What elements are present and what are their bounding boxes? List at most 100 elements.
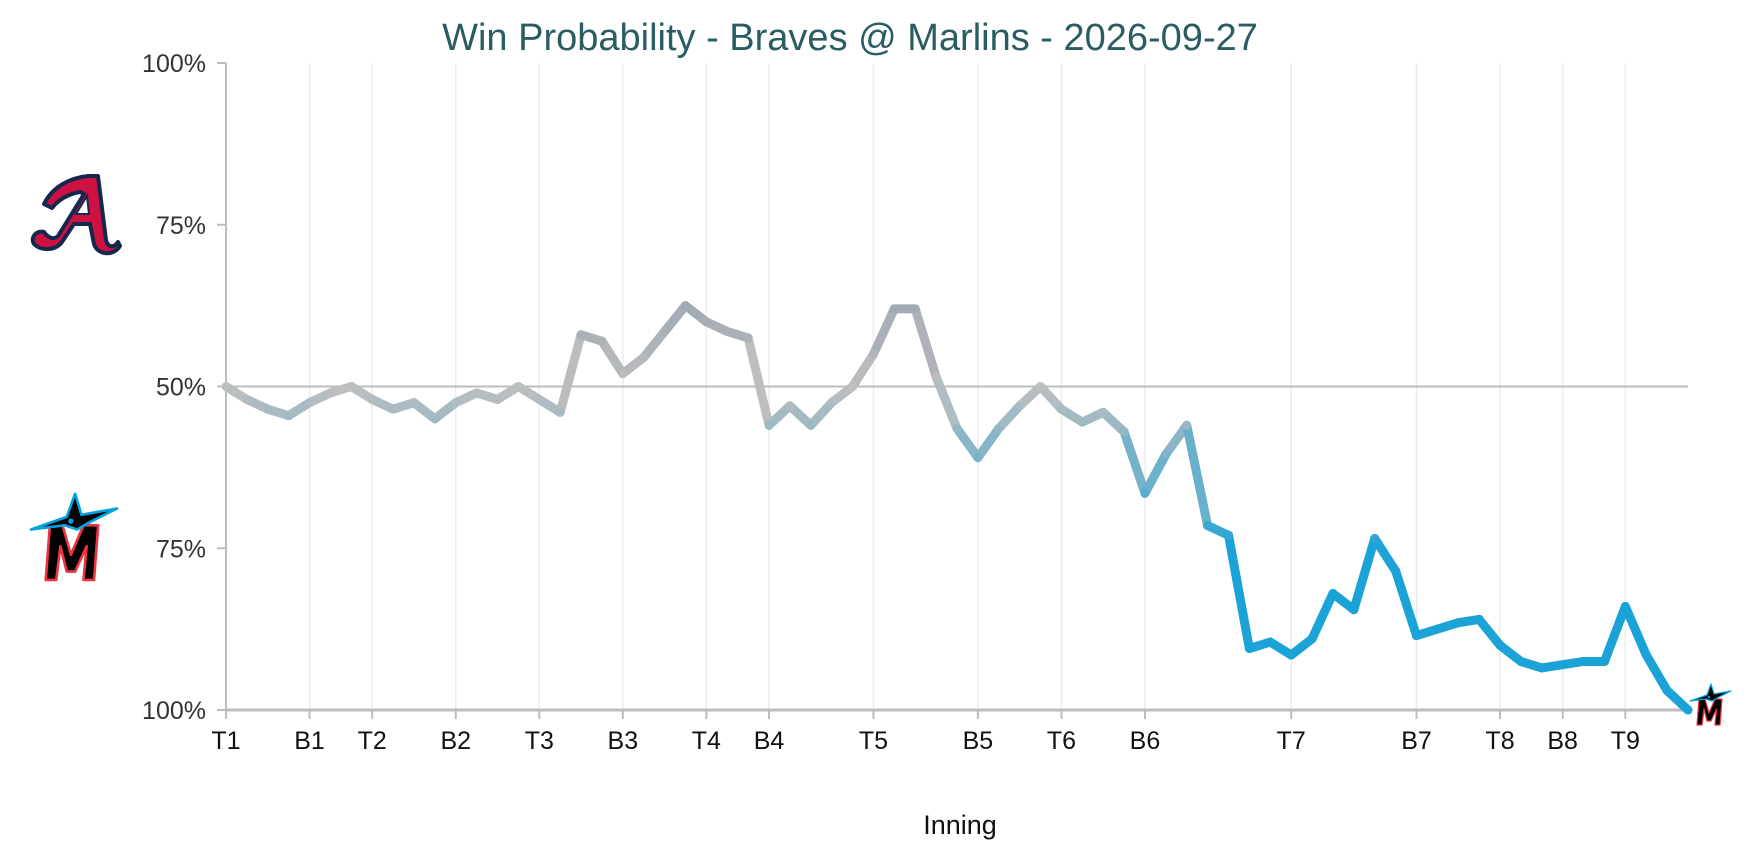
line-segment-34 bbox=[931, 372, 962, 434]
line-segment-46 bbox=[1182, 420, 1213, 531]
line-segment-27 bbox=[785, 401, 816, 430]
braves-logo-icon bbox=[30, 174, 122, 256]
data-point-35 bbox=[952, 424, 962, 434]
x-tick-label-t5: T5 bbox=[859, 727, 888, 755]
y-tick-label: 75% bbox=[156, 212, 206, 240]
data-point-40 bbox=[1056, 404, 1066, 414]
y-tick-label: 100% bbox=[142, 697, 206, 725]
line-segment-18 bbox=[597, 336, 628, 379]
data-point-22 bbox=[680, 301, 690, 311]
x-tick-label-b3: B3 bbox=[608, 727, 639, 755]
data-point-67 bbox=[1620, 601, 1630, 611]
line-segment-56 bbox=[1391, 566, 1421, 641]
data-point-43 bbox=[1119, 427, 1129, 437]
data-point-9 bbox=[409, 398, 419, 408]
data-point-66 bbox=[1599, 656, 1609, 666]
line-segment-35 bbox=[952, 424, 983, 463]
data-point-45 bbox=[1161, 449, 1171, 459]
data-point-2 bbox=[263, 404, 273, 414]
line-segment-31 bbox=[868, 304, 899, 359]
x-tick-label-t7: T7 bbox=[1277, 727, 1306, 755]
line-segment-25 bbox=[743, 333, 774, 430]
data-point-37 bbox=[994, 424, 1004, 434]
x-tick-label-b8: B8 bbox=[1547, 727, 1578, 755]
data-point-19 bbox=[618, 369, 628, 379]
data-point-55 bbox=[1370, 534, 1380, 544]
data-point-54 bbox=[1349, 605, 1359, 615]
data-point-58 bbox=[1432, 624, 1442, 634]
x-tick-label-t3: T3 bbox=[525, 727, 554, 755]
data-point-25 bbox=[743, 333, 753, 343]
line-segment-66 bbox=[1599, 601, 1630, 666]
line-segment-55 bbox=[1370, 534, 1401, 576]
data-point-60 bbox=[1474, 614, 1484, 624]
x-tick-label-t2: T2 bbox=[358, 727, 387, 755]
line-segment-60 bbox=[1474, 614, 1505, 650]
data-point-16 bbox=[555, 407, 565, 417]
data-point-30 bbox=[848, 382, 858, 391]
x-tick-label-b5: B5 bbox=[963, 727, 994, 755]
data-point-50 bbox=[1265, 637, 1275, 647]
data-point-49 bbox=[1244, 644, 1254, 654]
y-tick-label: 50% bbox=[156, 374, 206, 402]
data-point-7 bbox=[367, 394, 377, 404]
y-axis-ticks: 100% 75% 50% 75% 100% bbox=[142, 50, 226, 725]
line-segment-43 bbox=[1119, 427, 1150, 498]
line-segment-68 bbox=[1641, 650, 1672, 696]
y-tick-label: 100% bbox=[142, 50, 206, 78]
data-point-57 bbox=[1411, 631, 1421, 641]
x-tick-label-b6: B6 bbox=[1130, 727, 1161, 755]
data-point-53 bbox=[1328, 589, 1338, 599]
y-tick-label: 75% bbox=[156, 535, 206, 563]
data-point-10 bbox=[430, 414, 440, 424]
data-point-12 bbox=[472, 388, 482, 398]
line-segment-20 bbox=[639, 327, 670, 362]
data-point-13 bbox=[493, 394, 503, 404]
line-segment-30 bbox=[848, 349, 878, 391]
data-point-36 bbox=[973, 453, 983, 463]
data-point-46 bbox=[1182, 420, 1192, 430]
line-segment-26 bbox=[764, 401, 795, 430]
x-tick-label-t1: T1 bbox=[211, 727, 240, 755]
line-segment-44 bbox=[1140, 449, 1171, 498]
data-point-62 bbox=[1516, 656, 1526, 666]
marlins-end-logo-icon bbox=[1689, 683, 1732, 726]
data-point-26 bbox=[764, 420, 774, 430]
data-point-15 bbox=[534, 394, 544, 404]
data-point-48 bbox=[1224, 530, 1234, 540]
data-point-4 bbox=[305, 398, 315, 408]
line-segment-28 bbox=[806, 398, 837, 430]
data-point-52 bbox=[1307, 634, 1317, 644]
data-point-5 bbox=[325, 388, 335, 398]
line-segment-39 bbox=[1036, 382, 1066, 414]
data-point-38 bbox=[1015, 401, 1025, 411]
data-point-31 bbox=[868, 349, 878, 359]
data-point-47 bbox=[1203, 521, 1213, 531]
data-point-23 bbox=[701, 317, 711, 327]
data-point-18 bbox=[597, 336, 607, 346]
data-point-69 bbox=[1662, 686, 1672, 696]
data-point-44 bbox=[1140, 488, 1150, 498]
x-tick-label-t8: T8 bbox=[1485, 727, 1514, 755]
data-point-61 bbox=[1495, 640, 1505, 650]
line-segment-54 bbox=[1349, 534, 1380, 615]
data-point-17 bbox=[576, 330, 586, 340]
win-probability-line bbox=[221, 301, 1693, 715]
data-point-6 bbox=[346, 382, 356, 391]
x-axis-label: Inning bbox=[923, 810, 997, 840]
data-point-8 bbox=[388, 404, 398, 414]
x-axis-ticks: T1 B1 T2 B2 T3 B3 T4 B4 T5 B5 T6 B6 T7 B7 T8 B8 T9 bbox=[211, 710, 1640, 755]
data-point-64 bbox=[1558, 660, 1568, 670]
line-segment-21 bbox=[660, 301, 690, 337]
line-segment-48 bbox=[1224, 530, 1254, 654]
x-tick-label-b2: B2 bbox=[440, 727, 471, 755]
x-tick-label-b1: B1 bbox=[294, 727, 325, 755]
data-point-33 bbox=[910, 304, 920, 314]
line-segment-33 bbox=[910, 304, 941, 382]
data-point-41 bbox=[1077, 417, 1087, 427]
data-point-65 bbox=[1579, 656, 1589, 666]
line-segment-52 bbox=[1307, 589, 1338, 644]
line-segment-42 bbox=[1098, 407, 1129, 437]
data-point-29 bbox=[827, 398, 837, 408]
